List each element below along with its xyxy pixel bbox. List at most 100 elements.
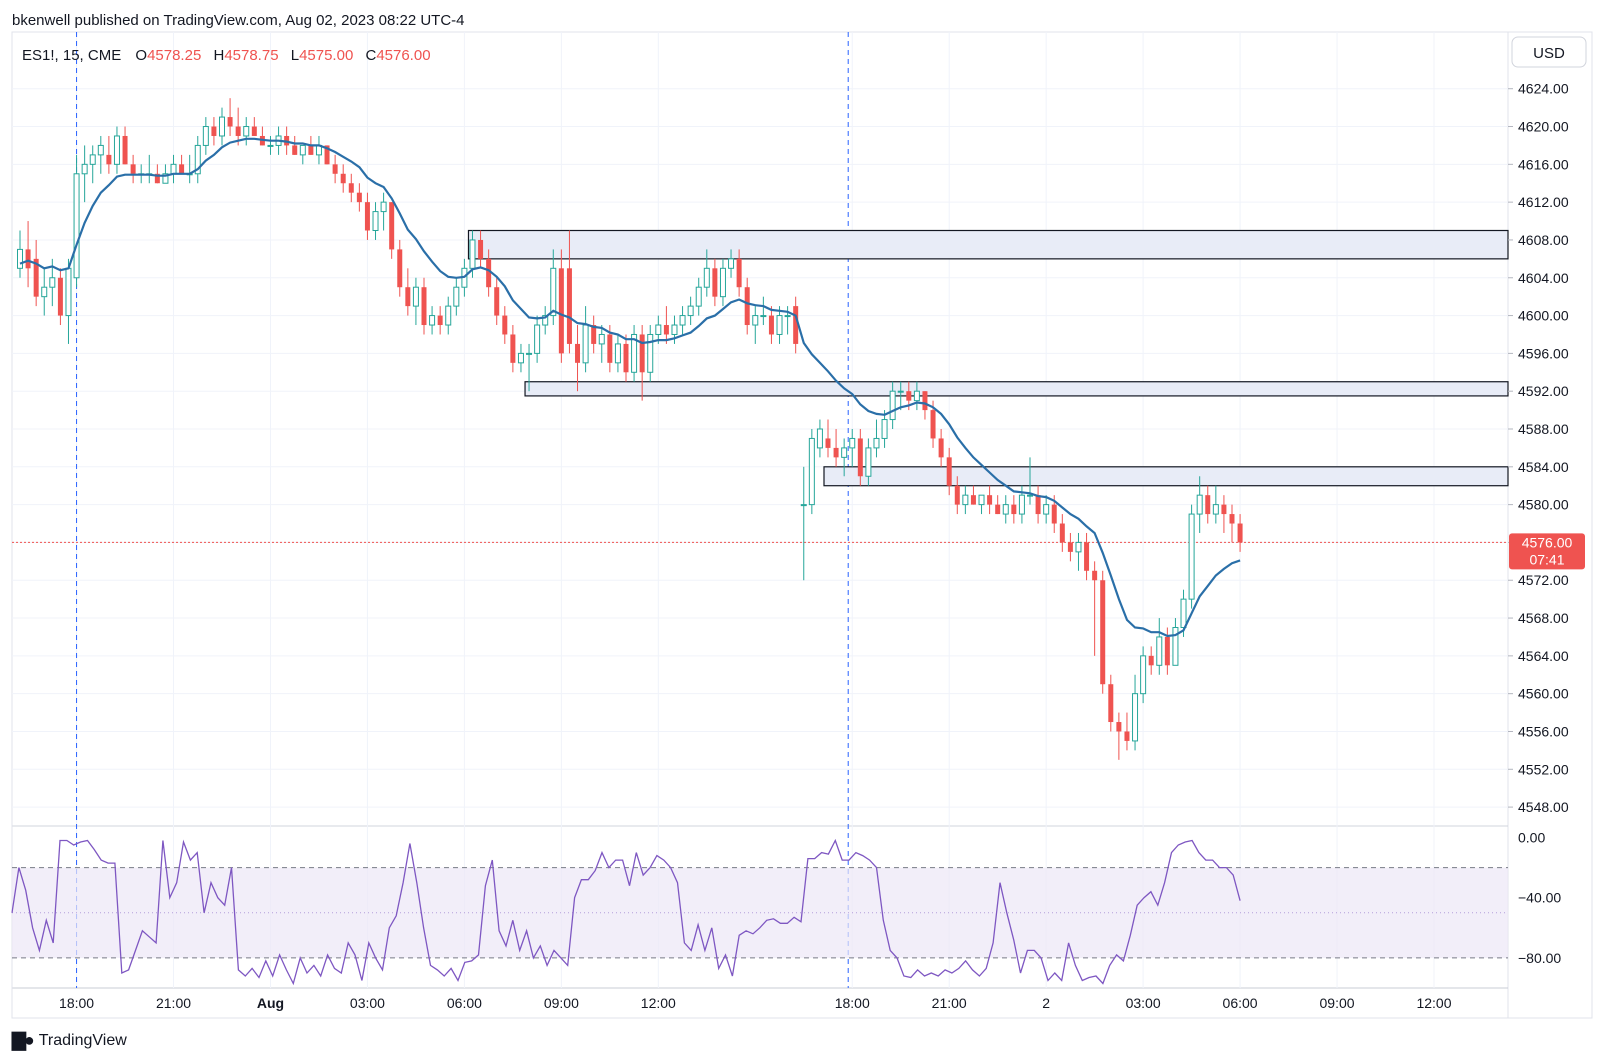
candle-body xyxy=(356,192,362,203)
candle-body xyxy=(558,268,564,354)
candle-body xyxy=(913,390,920,402)
rsi-axis: 0.00 −40.00 −80.00 xyxy=(1518,830,1561,966)
candle-body xyxy=(1229,514,1235,524)
candle-body xyxy=(598,333,605,345)
candle-body xyxy=(1035,495,1041,515)
candle-body xyxy=(922,391,928,411)
candle-body xyxy=(1164,636,1170,666)
price-axis[interactable]: 4624.00 4620.00 4616.00 4612.00 4608.00 4604.… xyxy=(1508,81,1569,815)
candle-body xyxy=(841,447,848,458)
candle-body xyxy=(1043,504,1050,515)
candle-body xyxy=(695,286,702,307)
legend-open-label: O xyxy=(135,47,147,64)
last-price-value: 4576.00 xyxy=(1522,534,1573,550)
candle-body xyxy=(89,154,96,165)
rsi-tick-label: −40.00 xyxy=(1518,890,1561,906)
ema-path xyxy=(19,137,1241,638)
time-tick-label: 06:00 xyxy=(447,995,482,1011)
candle-body xyxy=(1205,495,1211,515)
time-tick-label: 12:00 xyxy=(1416,995,1451,1011)
candle-body xyxy=(49,277,56,288)
candle-body xyxy=(211,126,217,136)
candle-body xyxy=(631,333,638,373)
time-tick-label: 03:00 xyxy=(350,995,385,1011)
candle-body xyxy=(517,352,524,364)
price-tick-label: 4600.00 xyxy=(1518,308,1569,324)
candle-body xyxy=(1156,636,1163,666)
candle-body xyxy=(575,343,581,363)
candle-body xyxy=(1172,627,1179,666)
candle-body xyxy=(776,315,783,335)
time-axis[interactable]: 18:00 21:00 Aug 03:00 06:00 09:00 12:00 18:00 21… xyxy=(59,995,1452,1011)
candle-body xyxy=(663,325,669,335)
candle-body xyxy=(938,438,944,458)
ohlc-legend: ES1!, 15, CME O4578.25 H4578.75 L4575.00… xyxy=(22,47,431,64)
candle-body xyxy=(889,390,896,421)
time-tick-label: 06:00 xyxy=(1223,995,1258,1011)
candle-body xyxy=(607,334,613,363)
candle-body xyxy=(857,438,863,477)
candle-body xyxy=(1180,598,1187,629)
legend-high-label: H xyxy=(213,47,224,64)
candle-body xyxy=(372,211,379,232)
rsi-tick-label: 0.00 xyxy=(1518,830,1545,846)
candle-body xyxy=(364,202,370,231)
candle-body xyxy=(1067,542,1073,552)
candle-body xyxy=(202,126,209,146)
publisher-line: bkenwell published on TradingView.com, A… xyxy=(12,12,465,29)
candle-body xyxy=(655,324,662,335)
rsi-path xyxy=(11,838,1241,986)
price-tick-label: 4604.00 xyxy=(1518,270,1569,286)
legend-close-value: 4576.00 xyxy=(376,47,430,64)
candle-body xyxy=(881,419,888,439)
currency-selector[interactable]: USD xyxy=(1511,36,1587,68)
zone-rect xyxy=(823,466,1509,487)
candle-body xyxy=(348,183,354,193)
candle-body xyxy=(17,248,23,269)
candle-body xyxy=(784,315,791,318)
candle-body xyxy=(170,163,177,175)
candle-body xyxy=(1084,542,1090,571)
candle-body xyxy=(1124,731,1130,741)
candle-body xyxy=(292,145,298,155)
candle-body xyxy=(1018,494,1025,515)
candle-body xyxy=(962,494,969,506)
candle-body xyxy=(816,428,823,449)
price-tick-label: 4560.00 xyxy=(1518,686,1569,702)
ema-line xyxy=(19,137,1241,638)
candle-body xyxy=(502,315,508,335)
candle-body xyxy=(299,144,306,156)
rsi-pane xyxy=(11,838,1508,986)
candle-body xyxy=(154,173,160,184)
candle-body xyxy=(389,202,395,250)
brand-footer[interactable]: ▇● TradingView xyxy=(12,1030,127,1051)
candle-body xyxy=(582,324,589,364)
price-tick-label: 4580.00 xyxy=(1518,497,1569,513)
candle-body xyxy=(873,437,880,449)
time-tick-label: 21:00 xyxy=(932,995,967,1011)
candle-body xyxy=(1100,580,1106,685)
legend-symbol: ES1!, 15, CME xyxy=(22,47,121,64)
candle-body xyxy=(81,163,88,175)
candle-body xyxy=(825,438,831,448)
currency-label: USD xyxy=(1533,45,1565,62)
candle-body xyxy=(332,164,338,174)
candle-body xyxy=(251,126,257,136)
session-breaks xyxy=(76,32,849,988)
price-tick-label: 4620.00 xyxy=(1518,119,1569,135)
price-tick-label: 4624.00 xyxy=(1518,81,1569,97)
time-tick-label: 03:00 xyxy=(1126,995,1161,1011)
candle-body xyxy=(486,258,492,288)
candle-body xyxy=(768,315,774,335)
candle-body xyxy=(1059,523,1065,543)
price-tick-label: 4548.00 xyxy=(1518,799,1569,815)
candle-body xyxy=(41,286,48,298)
candle-body xyxy=(162,173,169,184)
candle-body xyxy=(930,410,936,439)
candle-body xyxy=(1051,504,1057,524)
bar-countdown: 07:41 xyxy=(1529,551,1564,567)
grid xyxy=(12,32,1508,988)
price-tick-label: 4584.00 xyxy=(1518,459,1569,475)
candle-body xyxy=(970,495,976,505)
